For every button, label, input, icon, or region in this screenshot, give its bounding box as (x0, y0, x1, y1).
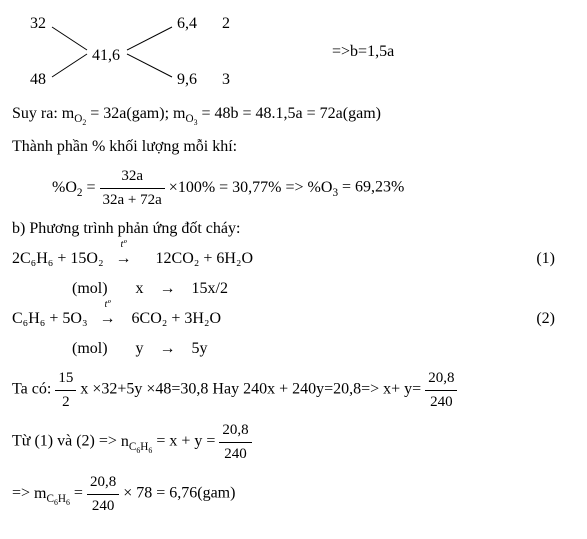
thanh-phan-line: Thành phần % khối lượng mỗi khí: (12, 135, 575, 159)
eq1-number: (1) (536, 247, 555, 271)
taco-frac2: 20,8 240 (425, 367, 457, 413)
m-o3-val: = 48b = 48.1,5a = 72a(gam) (202, 105, 381, 122)
eq2-arrow: tº→ (88, 307, 128, 331)
percent-o2-line: %O2 = 32a 32a + 72a ×100% = 30,77% => %O… (52, 165, 575, 211)
final-eq2: × 78 = 6,76(gam) (123, 485, 235, 502)
tu12-eq: = x + y = (156, 433, 215, 450)
suy-ra-prefix: Suy ra: (12, 105, 58, 122)
eq1-arrow: tº→ (104, 247, 144, 271)
final-prefix: => (12, 485, 30, 502)
taco-frac2-bot: 240 (425, 391, 457, 414)
eq1-mol-row: (mol) x → 15x/2 (72, 277, 575, 301)
tu12-frac-bot: 240 (219, 443, 251, 466)
tu12-prefix: Từ (1) và (2) => (12, 433, 117, 450)
eq2-number: (2) (536, 307, 555, 331)
suy-ra-line: Suy ra: mO2 = 32a(gam); mO3 = 48b = 48.1… (12, 102, 575, 129)
cross-lines (12, 12, 272, 92)
percent-frac-top: 32a (100, 165, 165, 189)
tu12-frac-top: 20,8 (219, 419, 251, 443)
final-frac-top: 20,8 (87, 471, 119, 495)
percent-mid: ×100% = 30,77% => %O3 (169, 179, 342, 196)
part-b-heading: b) Phương trình phản ứng đốt cháy: (12, 217, 575, 241)
eq2-mol-label: (mol) (72, 340, 108, 357)
tu12-line: Từ (1) và (2) => nC6H6 = x + y = 20,8 24… (12, 419, 575, 465)
eq1-mol-label: (mol) (72, 280, 108, 297)
m-o2-val: = 32a(gam); (90, 105, 169, 122)
m-o3-label: mO3 (173, 105, 201, 122)
cross-result: =>b=1,5a (332, 40, 394, 64)
eq1-lhs: 2C₆H₆ + 15O₂ (12, 247, 104, 271)
taco-mid: x ×32+5y ×48=30,8 Hay 240x + 240y=20,8=>… (80, 381, 421, 398)
eq2-mol-row: (mol) y → 5y (72, 337, 575, 361)
final-frac-bot: 240 (87, 495, 119, 518)
final-frac: 20,8 240 (87, 471, 119, 517)
tu12-n: nC6H6 (121, 433, 156, 450)
cross-diagram: 32 48 41,6 6,4 2 9,6 3 =>b=1,5a (12, 12, 575, 92)
eq1-rhs: 12CO₂ + 6H₂O (144, 247, 254, 271)
eq2-lhs: C₆H₆ + 5O₃ (12, 307, 88, 331)
percent-frac-bot: 32a + 72a (100, 189, 165, 212)
taco-frac2-top: 20,8 (425, 367, 457, 391)
final-eq1: = (74, 485, 83, 502)
m-o2-label: mO2 (62, 105, 90, 122)
taco-frac1-bot: 2 (55, 391, 76, 414)
percent-lhs: %O2 = (52, 179, 96, 196)
cross-box: 32 48 41,6 6,4 2 9,6 3 (12, 12, 272, 92)
taco-frac1: 15 2 (55, 367, 76, 413)
taco-prefix: Ta có: (12, 381, 51, 398)
eq1-mol: x → 15x/2 (136, 280, 228, 297)
percent-frac: 32a 32a + 72a (100, 165, 165, 211)
equation-2: C₆H₆ + 5O₃ tº→ 6CO₂ + 3H₂O (2) (12, 307, 575, 331)
taco-frac1-top: 15 (55, 367, 76, 391)
taco-line: Ta có: 15 2 x ×32+5y ×48=30,8 Hay 240x +… (12, 367, 575, 413)
eq2-rhs: 6CO₂ + 3H₂O (128, 307, 222, 331)
tu12-frac: 20,8 240 (219, 419, 251, 465)
equation-1: 2C₆H₆ + 15O₂ tº→ 12CO₂ + 6H₂O (1) (12, 247, 575, 271)
eq2-mol: y → 5y (136, 340, 208, 357)
final-m: mC6H6 (34, 485, 74, 502)
final-line: => mC6H6 = 20,8 240 × 78 = 6,76(gam) (12, 471, 575, 517)
percent-end: = 69,23% (342, 179, 404, 196)
